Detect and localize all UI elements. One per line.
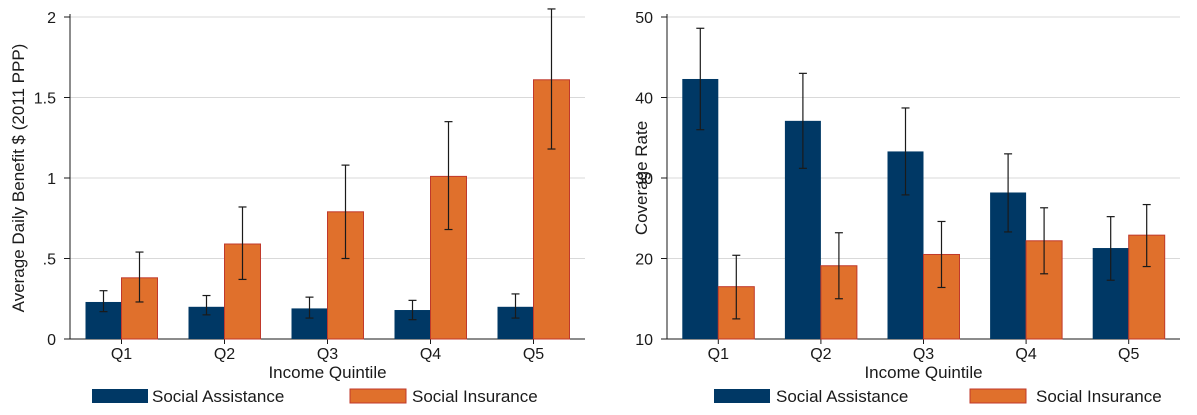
legend-label-2-social-insurance: Social Insurance (1036, 387, 1162, 406)
legend-swatch-2-social-assistance (714, 389, 770, 403)
x-tick-label-2-4: Q5 (1118, 346, 1139, 363)
y-tick-label-2-0: 10 (635, 332, 653, 349)
x-tick-label-1-1: Q2 (214, 346, 235, 363)
legend-label-2-social-assistance: Social Assistance (776, 387, 908, 406)
legend-swatch-1-social-assistance (92, 389, 148, 403)
y-tick-label-2-1: 20 (635, 252, 653, 269)
x-tick-label-2-0: Q1 (708, 346, 729, 363)
legend-swatch-2-social-insurance (969, 388, 1027, 404)
x-tick-label-2-2: Q3 (913, 346, 934, 363)
x-tick-label-2-1: Q2 (810, 346, 831, 363)
y-tick-label-2-3: 40 (635, 91, 653, 108)
legend-label-1-social-assistance: Social Assistance (152, 387, 284, 406)
bar-2-social-insurance-q4 (1025, 240, 1063, 340)
y-tick-label-2-4: 50 (635, 10, 653, 27)
x-tick-label-2-3: Q4 (1015, 346, 1036, 363)
y-tick-label-1-3: 1.5 (34, 91, 56, 108)
y-tick-label-1-2: 1 (47, 171, 56, 188)
x-axis-title-2: Income Quintile (864, 363, 982, 382)
y-tick-label-2-2: 30 (635, 171, 653, 188)
y-axis-title-1: Average Daily Benefit $ (2011 PPP) (9, 44, 28, 313)
y-tick-label-1-1: .5 (43, 252, 56, 269)
legend-label-1-social-insurance: Social Insurance (412, 387, 538, 406)
x-tick-label-1-4: Q5 (523, 346, 544, 363)
y-axis-title-2: Coverage Rate (632, 121, 651, 235)
x-tick-label-1-0: Q1 (111, 346, 132, 363)
x-axis-title-1: Income Quintile (268, 363, 386, 382)
x-tick-label-1-2: Q3 (317, 346, 338, 363)
x-tick-label-1-3: Q4 (420, 346, 441, 363)
y-tick-label-1-0: 0 (47, 332, 56, 349)
y-tick-label-1-4: 2 (47, 10, 56, 27)
legend-swatch-1-social-insurance (349, 388, 407, 404)
